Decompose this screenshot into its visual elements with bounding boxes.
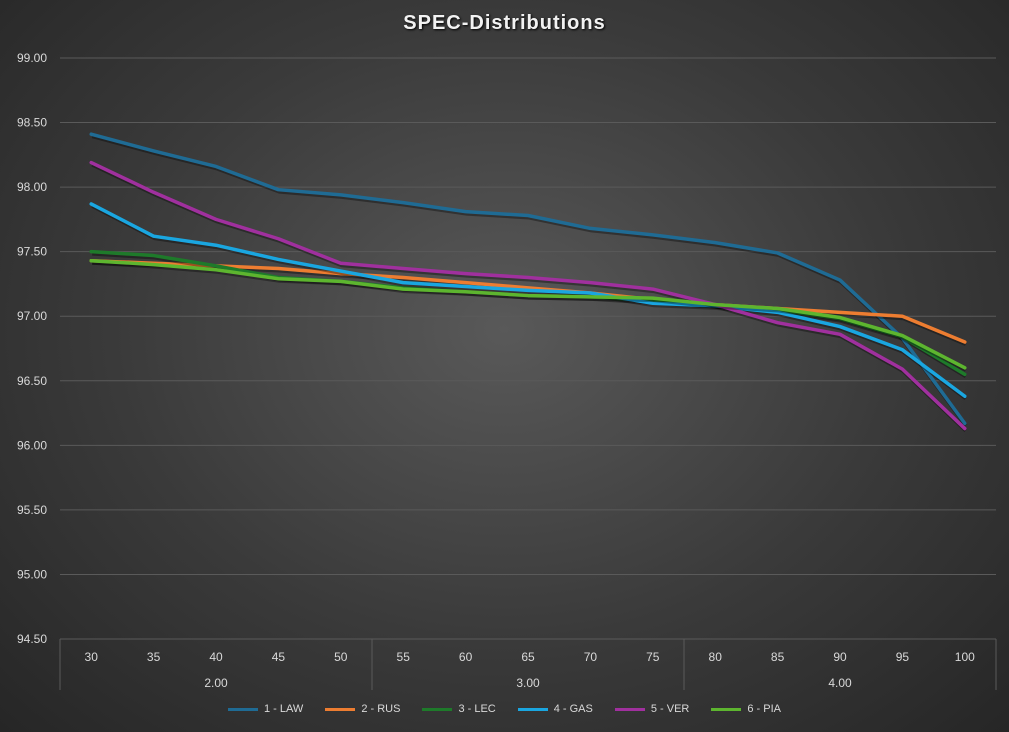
x-tick-label: 95 xyxy=(896,650,910,664)
y-tick-label: 95.00 xyxy=(17,567,47,581)
legend: 1 - LAW 2 - RUS 3 - LEC 4 - GAS 5 - VER 6 - P… xyxy=(0,703,1009,715)
x-tick-label: 85 xyxy=(771,650,785,664)
x-tick-label: 80 xyxy=(709,650,723,664)
legend-label: 6 - PIA xyxy=(747,703,781,715)
series-shadow xyxy=(91,204,967,400)
x-tick-label: 70 xyxy=(584,650,598,664)
legend-swatch xyxy=(227,707,258,711)
legend-label: 2 - RUS xyxy=(361,703,401,715)
x-tick-label: 55 xyxy=(397,650,411,664)
chart-title: SPEC-Distributions xyxy=(403,12,606,34)
y-tick-label: 99.00 xyxy=(17,51,47,65)
y-tick-label: 94.50 xyxy=(17,632,47,646)
x-tick-label: 40 xyxy=(209,650,223,664)
y-tick-label: 96.00 xyxy=(17,438,47,452)
legend-item[interactable]: 3 - LEC xyxy=(422,703,496,715)
y-tick-label: 98.50 xyxy=(17,116,47,130)
legend-item[interactable]: 1 - LAW xyxy=(227,703,304,715)
x-tick-label: 75 xyxy=(646,650,660,664)
y-tick-label: 97.00 xyxy=(17,309,47,323)
x-tick-label: 45 xyxy=(272,650,286,664)
x-tick-label: 50 xyxy=(334,650,348,664)
x-tick-label: 30 xyxy=(85,650,99,664)
x-tick-label: 60 xyxy=(459,650,473,664)
y-tick-label: 98.00 xyxy=(17,180,47,194)
legend-swatch xyxy=(422,707,453,711)
y-tick-label: 97.50 xyxy=(17,245,47,259)
series-line-4-gas xyxy=(89,202,967,399)
x-tick-label: 35 xyxy=(147,650,161,664)
legend-swatch xyxy=(711,707,742,711)
x-tick-label: 90 xyxy=(833,650,847,664)
x-group-label: 3.00 xyxy=(516,676,540,690)
legend-item[interactable]: 6 - PIA xyxy=(711,703,781,715)
legend-label: 5 - VER xyxy=(650,703,690,715)
x-group-label: 2.00 xyxy=(204,676,228,690)
legend-label: 4 - GAS xyxy=(553,703,593,715)
legend-item[interactable]: 5 - VER xyxy=(614,703,690,715)
legend-swatch xyxy=(614,707,645,711)
legend-swatch xyxy=(517,707,548,711)
y-tick-label: 95.50 xyxy=(17,503,47,517)
x-group-label: 4.00 xyxy=(828,676,852,690)
legend-item[interactable]: 2 - RUS xyxy=(325,703,400,715)
legend-label: 1 - LAW xyxy=(263,703,304,715)
legend-swatch xyxy=(325,707,356,711)
legend-label: 3 - LEC xyxy=(458,703,496,715)
x-tick-label: 65 xyxy=(521,650,535,664)
legend-item[interactable]: 4 - GAS xyxy=(517,703,593,715)
y-tick-label: 96.50 xyxy=(17,374,47,388)
series-shadow xyxy=(92,260,967,372)
x-tick-label: 100 xyxy=(955,650,975,664)
